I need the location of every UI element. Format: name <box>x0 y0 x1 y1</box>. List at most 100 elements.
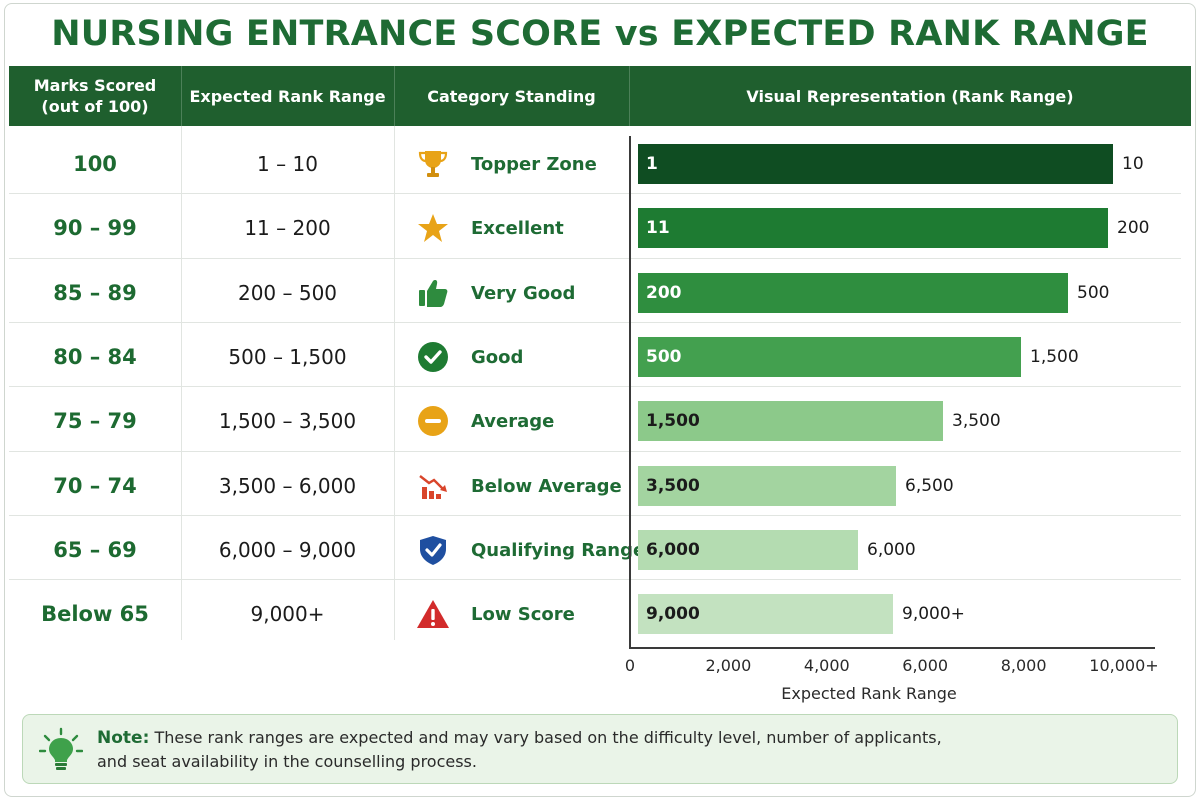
marks-cell: 100 <box>73 152 117 176</box>
category-label: Low Score <box>471 603 575 625</box>
category-cell: Qualifying Range <box>394 518 645 582</box>
chart-bar: 11 <box>638 208 1108 248</box>
note-line1: These rank ranges are expected and may v… <box>154 728 942 747</box>
minus-circle-icon <box>416 405 450 437</box>
category-label: Below Average <box>471 475 622 497</box>
rank-cell: 3,500 – 6,000 <box>218 474 357 498</box>
thumbs-up-icon <box>416 277 450 309</box>
category-label: Excellent <box>471 217 564 239</box>
table-header: Marks Scored (out of 100) Expected Rank R… <box>9 66 1191 126</box>
bar-start-label: 9,000 <box>646 604 700 624</box>
table-row: 70 – 74 3,500 – 6,000 Below Average <box>9 454 629 518</box>
marks-cell: 70 – 74 <box>53 474 137 498</box>
x-tick-label: 10,000+ <box>1089 656 1159 675</box>
chart-bar: 500 <box>638 337 1021 377</box>
x-tick-label: 0 <box>624 656 636 675</box>
rank-cell: 1,500 – 3,500 <box>218 409 357 433</box>
table-row: Below 65 9,000+ Low Score <box>9 582 629 646</box>
header-divider <box>181 66 182 126</box>
marks-cell: 85 – 89 <box>53 281 137 305</box>
trophy-icon <box>416 148 450 180</box>
table-row: 90 – 99 11 – 200 Excellent <box>9 196 629 260</box>
marks-cell: Below 65 <box>41 602 149 626</box>
table-row: 100 1 – 10 Topper Zone <box>9 132 629 196</box>
bar-end-label: 9,000+ <box>902 604 965 624</box>
row-divider <box>9 258 1181 259</box>
x-tick-label: 2,000 <box>705 656 752 675</box>
bar-start-label: 1,500 <box>646 411 700 431</box>
bar-start-label: 500 <box>646 347 682 367</box>
category-label: Topper Zone <box>471 153 597 175</box>
category-label: Qualifying Range <box>471 539 646 561</box>
note-text: Note: These rank ranges are expected and… <box>97 726 1157 774</box>
table-row: 75 – 79 1,500 – 3,500 Average <box>9 389 629 453</box>
page-frame <box>4 3 1196 797</box>
rank-cell: 6,000 – 9,000 <box>218 538 357 562</box>
bar-start-label: 200 <box>646 283 682 303</box>
row-divider <box>9 322 1181 323</box>
bar-end-label: 6,500 <box>905 476 954 496</box>
chart-bar: 1,500 <box>638 401 943 441</box>
warning-icon <box>416 598 450 630</box>
chart-bar: 1 <box>638 144 1113 184</box>
row-divider <box>9 386 1181 387</box>
rank-cell: 9,000+ <box>250 602 325 626</box>
column-divider <box>394 126 395 640</box>
header-marks: Marks Scored (out of 100) <box>9 66 181 126</box>
note-line2: and seat availability in the counselling… <box>97 752 477 771</box>
note-box: Note: These rank ranges are expected and… <box>22 714 1178 784</box>
bar-start-label: 11 <box>646 218 670 238</box>
chart-x-axis <box>629 647 1155 649</box>
category-label: Average <box>471 410 555 432</box>
chart-y-axis <box>629 136 631 648</box>
header-rank: Expected Rank Range <box>189 86 386 106</box>
header-divider <box>629 66 630 126</box>
marks-cell: 65 – 69 <box>53 538 137 562</box>
chart-bar: 6,000 <box>638 530 858 570</box>
row-divider <box>9 515 1181 516</box>
row-divider <box>9 193 1181 194</box>
table-row: 65 – 69 6,000 – 9,000 Qualifying Range <box>9 518 645 582</box>
bar-end-label: 1,500 <box>1030 347 1079 367</box>
header-marks-line2: (out of 100) <box>41 97 149 116</box>
rank-cell: 200 – 500 <box>237 281 338 305</box>
x-axis-label-text: Expected Rank Range <box>781 684 957 703</box>
chart-bar: 9,000 <box>638 594 893 634</box>
header-visual: Visual Representation (Rank Range) <box>746 86 1074 106</box>
shield-check-icon <box>416 534 450 566</box>
declining-chart-icon <box>416 470 450 502</box>
category-cell: Excellent <box>394 196 629 260</box>
lightbulb-icon <box>39 727 83 770</box>
category-cell: Below Average <box>394 454 629 518</box>
chart-bar: 3,500 <box>638 466 896 506</box>
category-cell: Good <box>394 325 629 389</box>
rank-cell: 11 – 200 <box>244 216 331 240</box>
bar-end-label: 500 <box>1077 283 1110 303</box>
note-label: Note: <box>97 728 150 748</box>
marks-cell: 90 – 99 <box>53 216 137 240</box>
category-cell: Very Good <box>394 261 629 325</box>
rank-cell: 500 – 1,500 <box>228 345 347 369</box>
marks-cell: 80 – 84 <box>53 345 137 369</box>
bar-end-label: 200 <box>1117 218 1150 238</box>
header-category: Category Standing <box>427 86 596 106</box>
rank-cell: 1 – 10 <box>257 152 318 176</box>
page-title: NURSING ENTRANCE SCORE vs EXPECTED RANK … <box>51 14 1149 54</box>
x-tick-label: 4,000 <box>803 656 850 675</box>
header-divider <box>394 66 395 126</box>
x-tick-label: 6,000 <box>902 656 949 675</box>
bar-end-label: 3,500 <box>952 411 1001 431</box>
marks-cell: 75 – 79 <box>53 409 137 433</box>
row-divider <box>9 579 1181 580</box>
category-cell: Low Score <box>394 582 629 646</box>
chart-bar: 200 <box>638 273 1068 313</box>
category-cell: Topper Zone <box>394 132 629 196</box>
category-label: Good <box>471 346 524 368</box>
category-label: Very Good <box>471 282 576 304</box>
star-icon <box>416 212 450 244</box>
bar-start-label: 6,000 <box>646 540 700 560</box>
check-circle-icon <box>416 341 450 373</box>
category-cell: Average <box>394 389 629 453</box>
table-row: 85 – 89 200 – 500 Very Good <box>9 261 629 325</box>
bar-end-label: 6,000 <box>867 540 916 560</box>
